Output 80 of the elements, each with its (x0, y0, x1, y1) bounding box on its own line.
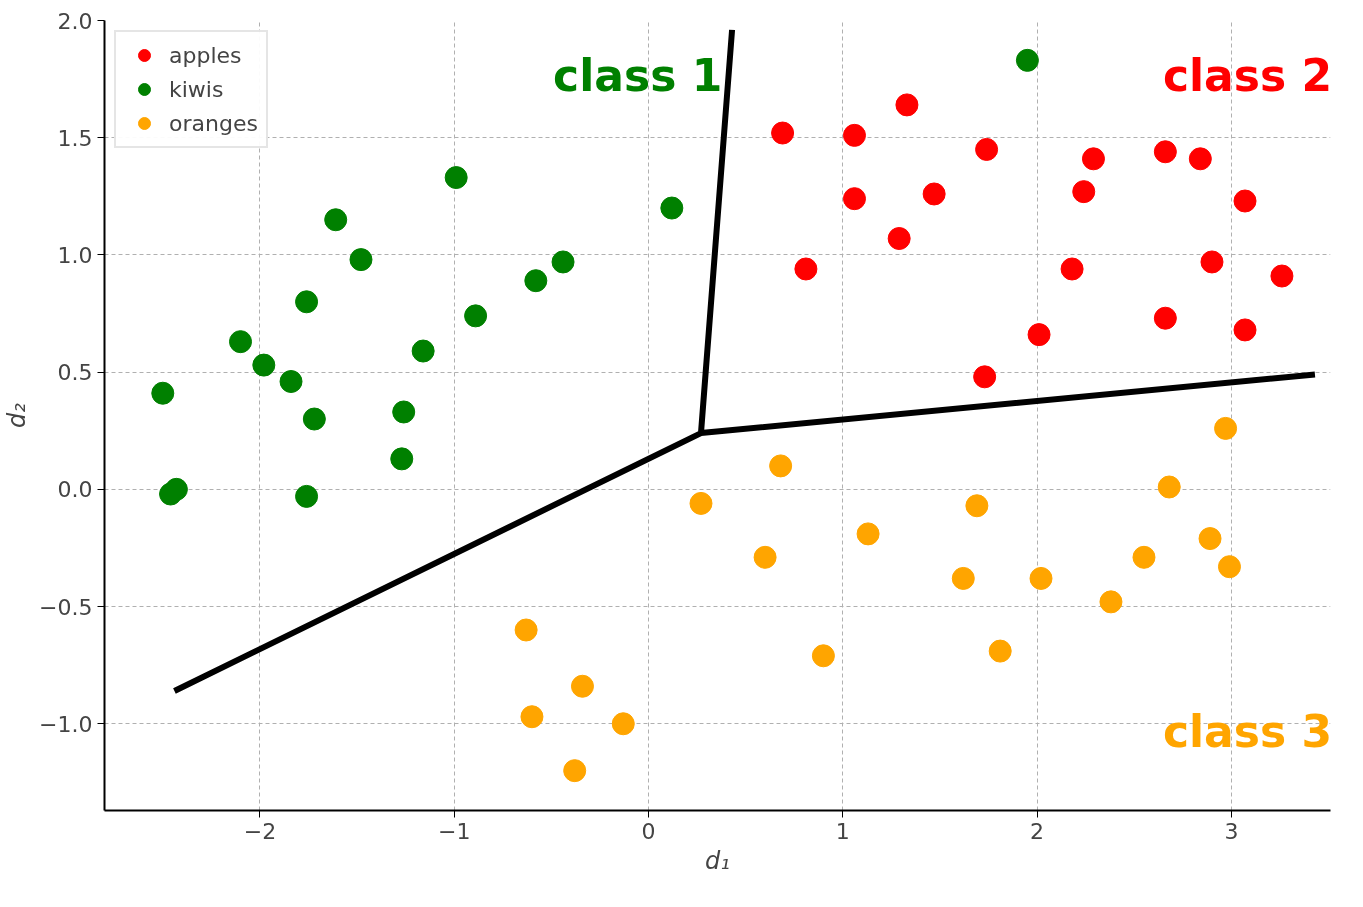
point (563, 759, 587, 783)
point (392, 400, 416, 424)
x-tick-label: −2 (243, 818, 277, 844)
point (444, 166, 468, 190)
y-axis-title: d₂ (3, 402, 32, 428)
y-tick-label: 1.5 (57, 125, 93, 151)
point (302, 407, 326, 431)
x-tick-label: 0 (641, 818, 656, 844)
point (951, 566, 975, 590)
y-tick-label: 0.5 (57, 360, 93, 386)
point (514, 618, 538, 642)
legend-label: apples (169, 42, 242, 68)
legend-label: kiwis (169, 76, 224, 102)
point (1027, 323, 1051, 347)
point (570, 674, 594, 698)
point (611, 712, 635, 736)
y-tick-label: 2.0 (57, 8, 93, 34)
annotation: class 2 (1162, 50, 1333, 102)
point (988, 639, 1012, 663)
point (771, 121, 795, 145)
x-axis-title: d₁ (705, 846, 730, 875)
point (689, 491, 713, 515)
point (520, 705, 544, 729)
point (1233, 318, 1257, 342)
point (464, 304, 488, 328)
y-tick-label: −0.5 (39, 594, 93, 620)
point (973, 365, 997, 389)
x-tick-label: 2 (1030, 818, 1045, 844)
point (1217, 555, 1241, 579)
point (1233, 189, 1257, 213)
point (279, 370, 303, 393)
point (753, 545, 777, 569)
point (1072, 180, 1096, 204)
x-tick-label: 1 (835, 818, 850, 844)
point (390, 447, 414, 471)
point (1153, 306, 1177, 330)
point (1029, 566, 1053, 590)
point (1153, 140, 1177, 164)
point (1200, 250, 1224, 274)
x-tick-label: −1 (438, 818, 471, 844)
point (887, 227, 911, 250)
point (411, 339, 435, 363)
point (856, 522, 880, 546)
point (1099, 590, 1123, 614)
y-tick-label: −1.0 (39, 711, 93, 737)
point (1188, 147, 1212, 171)
legend-label: oranges (169, 110, 258, 136)
point (922, 182, 946, 206)
point (1060, 257, 1084, 281)
y-tick-label: 0.0 (57, 477, 93, 503)
point (811, 644, 835, 668)
point (769, 454, 793, 478)
point (252, 353, 276, 377)
x-tick-label: 3 (1224, 818, 1239, 844)
point (1198, 527, 1222, 551)
point (794, 257, 818, 281)
point (551, 250, 575, 274)
point (975, 137, 999, 161)
annotation: class 3 (1162, 706, 1333, 757)
point (842, 187, 866, 211)
point (660, 196, 684, 220)
point (1157, 475, 1181, 499)
point (295, 290, 319, 314)
point (895, 93, 919, 117)
point (1015, 48, 1039, 72)
point (164, 477, 188, 501)
point (1214, 416, 1238, 440)
point (349, 248, 373, 272)
point (1081, 147, 1105, 171)
point (151, 381, 175, 405)
point (295, 484, 319, 508)
point (1132, 545, 1156, 569)
annotation: class 1 (553, 50, 723, 102)
point (842, 123, 866, 147)
y-tick-label: 1.0 (57, 242, 93, 268)
point (229, 330, 253, 354)
point (324, 208, 348, 232)
point (1270, 264, 1294, 288)
point (965, 494, 989, 518)
point (524, 269, 548, 293)
